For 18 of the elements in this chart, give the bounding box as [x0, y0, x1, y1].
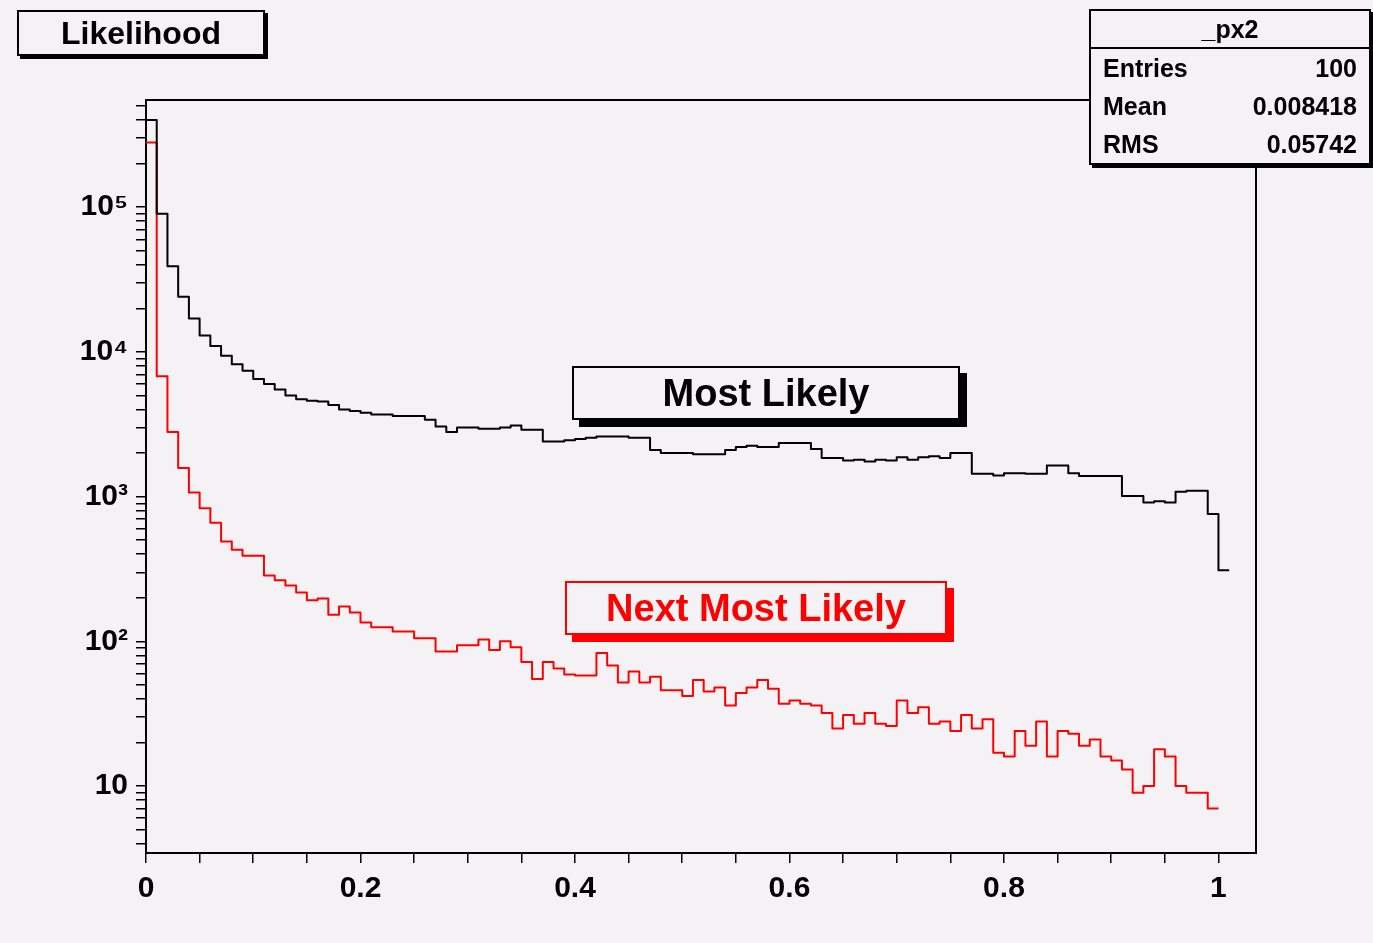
series-label: Next Most Likely — [565, 581, 947, 635]
x-tick-label: 0 — [137, 870, 155, 904]
x-tick-label: 1 — [1210, 870, 1227, 904]
text: Mean 0.008418 — [1103, 92, 1357, 120]
y-tick-label: 10³ — [84, 477, 129, 511]
text: Entries 100 — [1103, 54, 1357, 82]
y-tick-label: 10 — [94, 767, 128, 801]
text: _px2 — [1091, 11, 1369, 49]
y-tick-label: 10⁵ — [80, 188, 128, 222]
text: RMS 0.05742 — [1103, 130, 1357, 158]
x-tick-label: 0.4 — [554, 870, 597, 904]
chart-title: Likelihood — [17, 10, 265, 56]
series-label: Most Likely — [572, 366, 960, 420]
y-tick-label: 10⁴ — [79, 333, 128, 367]
x-tick-label: 0.8 — [983, 870, 1025, 904]
x-tick-label: 0.2 — [339, 870, 382, 904]
y-tick-label: 10² — [84, 622, 129, 656]
x-tick-label: 0.6 — [768, 870, 811, 904]
